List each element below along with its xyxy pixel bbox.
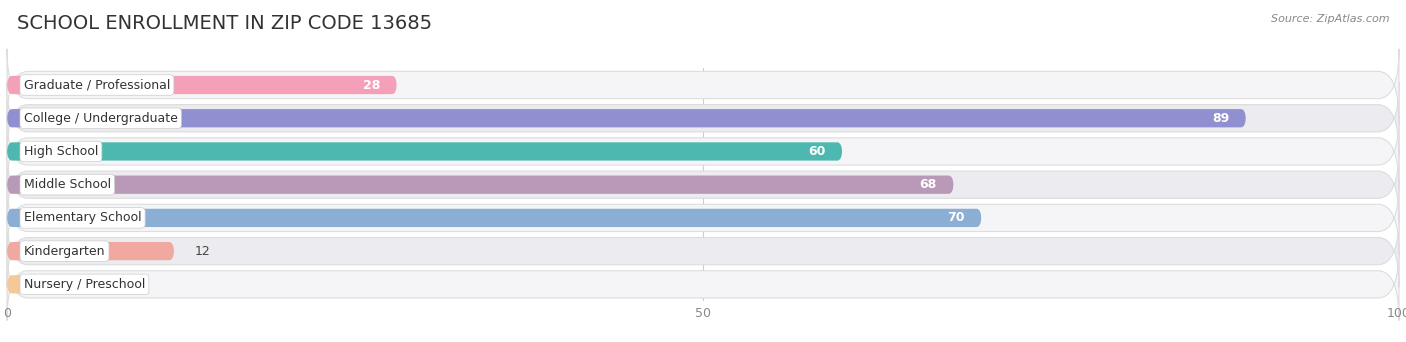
FancyBboxPatch shape xyxy=(7,182,1399,254)
FancyBboxPatch shape xyxy=(7,248,1399,320)
FancyBboxPatch shape xyxy=(7,209,981,227)
Text: Kindergarten: Kindergarten xyxy=(24,245,105,258)
FancyBboxPatch shape xyxy=(7,242,174,260)
Text: SCHOOL ENROLLMENT IN ZIP CODE 13685: SCHOOL ENROLLMENT IN ZIP CODE 13685 xyxy=(17,14,432,33)
Text: College / Undergraduate: College / Undergraduate xyxy=(24,112,177,125)
Text: 8: 8 xyxy=(139,278,148,291)
FancyBboxPatch shape xyxy=(7,82,1399,155)
Text: 60: 60 xyxy=(808,145,825,158)
FancyBboxPatch shape xyxy=(7,215,1399,287)
FancyBboxPatch shape xyxy=(7,109,1246,127)
Text: 89: 89 xyxy=(1212,112,1229,125)
FancyBboxPatch shape xyxy=(7,175,953,194)
Text: 68: 68 xyxy=(920,178,936,191)
Text: Elementary School: Elementary School xyxy=(24,211,142,224)
Text: Middle School: Middle School xyxy=(24,178,111,191)
Text: 28: 28 xyxy=(363,79,380,92)
Text: 70: 70 xyxy=(948,211,965,224)
FancyBboxPatch shape xyxy=(7,142,842,161)
FancyBboxPatch shape xyxy=(7,275,118,293)
Text: Source: ZipAtlas.com: Source: ZipAtlas.com xyxy=(1271,14,1389,24)
FancyBboxPatch shape xyxy=(7,76,396,94)
FancyBboxPatch shape xyxy=(7,49,1399,121)
FancyBboxPatch shape xyxy=(7,148,1399,221)
Text: Graduate / Professional: Graduate / Professional xyxy=(24,79,170,92)
Text: 12: 12 xyxy=(195,245,211,258)
FancyBboxPatch shape xyxy=(7,115,1399,188)
Text: High School: High School xyxy=(24,145,98,158)
Text: Nursery / Preschool: Nursery / Preschool xyxy=(24,278,145,291)
